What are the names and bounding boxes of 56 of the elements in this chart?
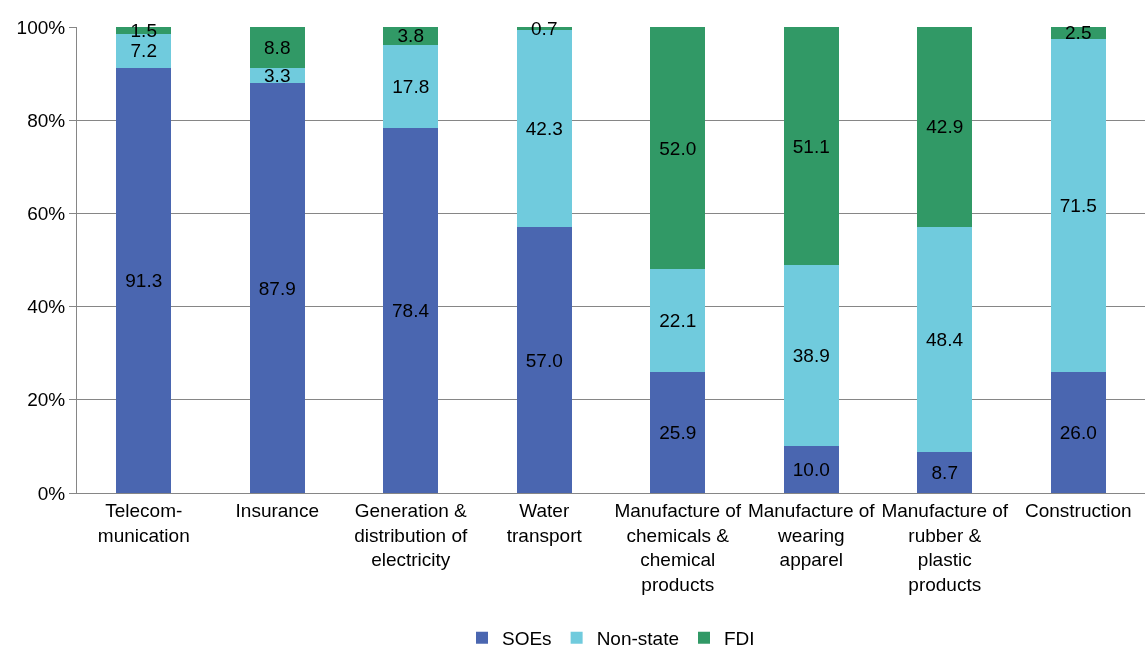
- data-label: 57.0: [525, 349, 563, 371]
- data-label: 22.1: [659, 310, 697, 332]
- bar: [917, 226, 973, 453]
- data-label: 2.5: [1065, 22, 1092, 44]
- data-label: 87.9: [258, 277, 296, 299]
- data-label: 71.5: [1059, 194, 1097, 216]
- bar: [383, 127, 439, 493]
- bar: [249, 27, 305, 69]
- bar: [783, 27, 839, 266]
- y-tick-label: 0%: [37, 482, 66, 504]
- x-tick-label: Insurance: [235, 499, 319, 521]
- data-label: 8.7: [931, 462, 958, 484]
- bar: [383, 44, 439, 128]
- y-tick-label: 100%: [16, 16, 66, 38]
- data-label: 17.8: [392, 75, 430, 97]
- data-label: 3.8: [397, 25, 424, 47]
- y-tick-label: 20%: [27, 389, 66, 411]
- legend-label: FDI: [724, 628, 755, 650]
- data-label: 25.9: [659, 422, 697, 444]
- data-label: 7.2: [130, 40, 157, 62]
- bar: [783, 446, 839, 493]
- data-label: 91.3: [125, 269, 163, 291]
- x-tick-label: Manufacture of wearing apparel: [747, 499, 876, 571]
- data-label: 48.4: [926, 329, 964, 351]
- data-label: 51.1: [792, 135, 830, 157]
- x-tick-label: Construction: [1024, 499, 1132, 521]
- y-tick-label: 80%: [27, 109, 66, 131]
- bar: [650, 269, 706, 373]
- data-label: 52.0: [659, 137, 697, 159]
- legend-label: Non-state: [596, 628, 679, 650]
- legend-label: SOEs: [502, 628, 552, 650]
- data-label: 26.0: [1059, 421, 1097, 443]
- data-label: 42.9: [926, 116, 964, 138]
- bar: [917, 452, 973, 493]
- bar: [516, 227, 572, 493]
- x-tick-label: Water transport: [506, 499, 583, 546]
- data-label: 3.3: [264, 65, 291, 87]
- bar: [917, 27, 973, 227]
- data-label: 8.8: [264, 37, 291, 58]
- data-label: 78.4: [392, 299, 430, 321]
- bar: [249, 83, 305, 493]
- x-tick-label: Generation & distribution of electricity: [354, 499, 468, 571]
- bar: [650, 372, 706, 493]
- y-tick-label: 40%: [27, 296, 66, 318]
- bar: [1050, 38, 1106, 372]
- data-label: 38.9: [792, 345, 830, 367]
- x-tick-label: Manufacture of chemicals & chemical products: [614, 499, 742, 595]
- bar: [783, 265, 839, 447]
- bar: [1050, 371, 1106, 493]
- data-label: 42.3: [525, 118, 563, 140]
- x-tick-label: Telecom-munication: [97, 499, 190, 546]
- y-tick-label: 60%: [27, 203, 66, 225]
- bar: [650, 27, 706, 270]
- data-label: 10.0: [792, 459, 830, 481]
- bar: [116, 67, 172, 493]
- x-tick-label: Manufacture of rubber & plastic products: [881, 499, 1009, 595]
